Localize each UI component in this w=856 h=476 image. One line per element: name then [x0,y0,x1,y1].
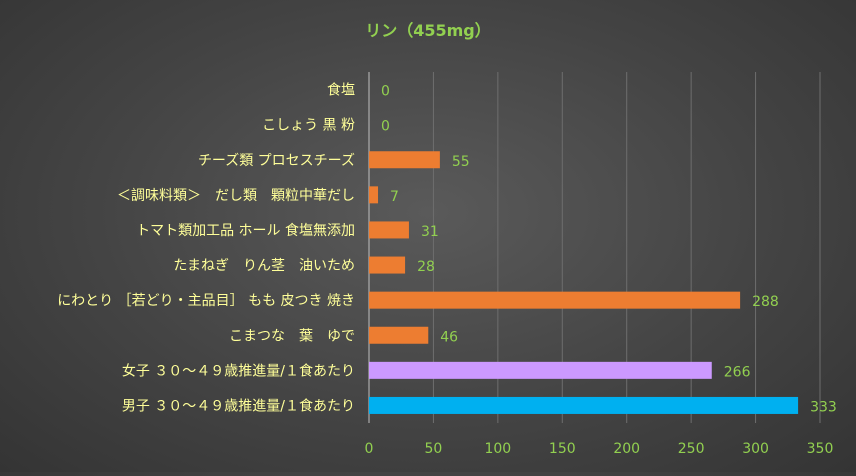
x-tick-label: 50 [425,441,443,457]
value-label: 28 [417,259,435,275]
category-label: 女子 ３０～４９歳推進量/１食あたり [122,362,355,379]
x-tick-label: 150 [549,441,576,457]
bar [369,291,741,309]
category-label: ＜調味料類＞ だし類 顆粒中華だし [117,188,355,204]
value-label: 55 [452,154,470,170]
bar [369,186,379,204]
value-label: 266 [724,364,751,380]
category-label: たまねぎ りん茎 油いため [173,258,355,274]
x-tick-label: 200 [613,441,640,457]
bar [369,361,712,379]
category-label: こまつな 葉 ゆで [229,328,355,344]
category-label: にわとり ［若どり・主品目］ もも 皮つき 焼き [57,293,355,309]
category-label: トマト類加工品 ホール 食塩無添加 [136,222,355,239]
value-label: 0 [381,84,390,100]
bar [369,326,429,344]
bar [369,396,799,414]
category-label: 食塩 [327,82,355,99]
labels: 0 50 100 150 200 250 300 350 食塩 0 こしょう 黒 粉 0 チーズ類 プロ… [57,82,837,457]
category-label: 男子 ３０～４９歳推進量/１食あたり [122,397,355,414]
bar [369,221,409,239]
value-label: 0 [381,119,390,135]
category-label: チーズ類 プロセスチーズ [198,153,355,169]
gridlines [368,72,821,423]
x-tick-label: 300 [742,441,769,457]
bars [369,151,799,414]
x-tick-label: 0 [365,441,374,457]
bar [369,151,440,169]
x-tick-label: 100 [484,441,511,457]
value-label: 31 [421,224,439,240]
bar [369,256,406,274]
value-label: 288 [752,294,779,310]
value-label: 333 [810,399,837,415]
x-tick-label: 350 [807,441,834,457]
category-label: こしょう 黒 粉 [262,118,355,134]
chart-title: リン（455mg） [365,21,491,40]
value-label: 46 [440,329,458,345]
x-tick-label: 250 [678,441,705,457]
value-label: 7 [390,189,399,205]
